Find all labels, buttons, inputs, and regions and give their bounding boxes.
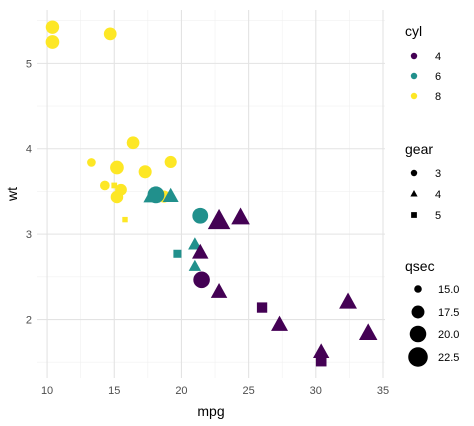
data-point — [256, 302, 268, 313]
data-point — [162, 187, 179, 203]
data-point — [87, 158, 96, 167]
data-point — [188, 237, 202, 250]
data-point — [164, 155, 177, 169]
data-point — [110, 160, 124, 175]
legend-qsec: qsec 15.0 17.5 20.0 22.5 — [405, 258, 459, 367]
data-point — [315, 355, 327, 367]
legend-cyl-title: cyl — [405, 23, 422, 39]
y-tick-label: 5 — [26, 58, 32, 70]
legend-qsec-label: 22.5 — [438, 352, 459, 364]
data-point — [207, 208, 231, 230]
legend-cyl-key — [410, 52, 418, 60]
grid-lines — [37, 10, 385, 378]
legend-gear-label: 3 — [435, 168, 441, 180]
data-point — [111, 182, 118, 189]
data-point — [193, 271, 210, 289]
y-axis-ticks: 2 3 4 5 — [26, 58, 32, 326]
data-point — [188, 259, 202, 271]
legend-gear-label: 5 — [435, 210, 441, 222]
y-tick-label: 2 — [26, 315, 32, 327]
x-tick-label: 20 — [175, 385, 187, 397]
x-tick-label: 15 — [108, 385, 120, 397]
legend-cyl-label: 4 — [435, 51, 441, 63]
x-axis-ticks: 10 15 20 25 30 35 — [41, 385, 389, 397]
legend-cyl-label: 8 — [435, 91, 441, 103]
legend-gear-key — [411, 212, 417, 218]
x-tick-label: 30 — [310, 385, 322, 397]
legend-cyl-label: 6 — [435, 71, 441, 83]
data-point — [122, 216, 128, 223]
legend-cyl-key — [410, 72, 418, 80]
y-tick-label: 4 — [26, 144, 32, 156]
data-point — [271, 315, 288, 331]
data-points — [45, 20, 378, 367]
data-point — [45, 20, 60, 34]
legend-gear-title: gear — [405, 141, 433, 157]
data-point — [192, 243, 209, 259]
legend-qsec-key — [409, 325, 427, 343]
data-point — [192, 207, 209, 224]
x-tick-label: 25 — [242, 385, 254, 397]
data-point — [138, 165, 152, 179]
y-tick-label: 3 — [26, 229, 32, 241]
data-point — [210, 283, 228, 298]
data-point — [110, 190, 124, 204]
legend-gear-key — [410, 190, 418, 197]
legend-qsec-label: 20.0 — [438, 329, 459, 341]
legend-qsec-key — [408, 347, 428, 367]
data-point — [358, 323, 378, 340]
legend-qsec-key — [411, 305, 425, 319]
legend-qsec-label: 17.5 — [438, 307, 459, 319]
data-point — [143, 187, 161, 203]
data-point — [45, 35, 60, 49]
legend-qsec-label: 15.0 — [438, 284, 459, 296]
legend-cyl: cyl 4 6 8 — [405, 23, 441, 103]
data-point — [231, 207, 250, 225]
data-point — [103, 27, 117, 41]
legend-qsec-title: qsec — [405, 258, 435, 274]
data-point — [126, 136, 140, 150]
x-tick-label: 35 — [377, 385, 389, 397]
y-axis-title: wt — [4, 187, 20, 202]
legend-gear-label: 4 — [435, 189, 441, 201]
legend-cyl-key — [410, 92, 418, 100]
data-point — [100, 180, 110, 191]
data-point — [313, 343, 330, 359]
legend-gear: gear 3 4 5 — [405, 141, 441, 222]
data-point — [173, 249, 182, 258]
x-axis-title: mpg — [197, 403, 224, 419]
x-tick-label: 10 — [41, 385, 53, 397]
legend-qsec-key — [414, 285, 422, 293]
data-point — [339, 292, 357, 309]
legend-gear-key — [410, 169, 418, 177]
